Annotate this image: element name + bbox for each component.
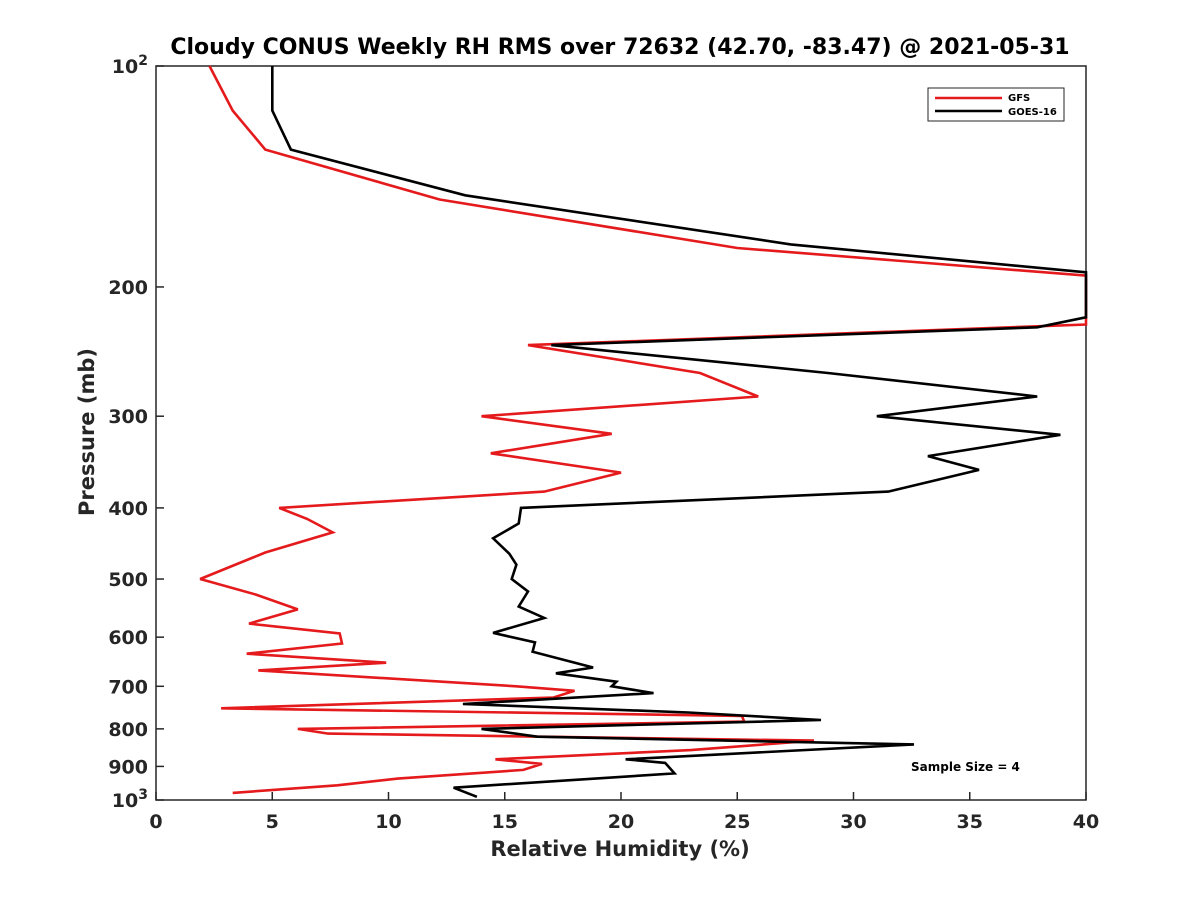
x-axis: 0 5 10 15 20 25 30 35 40 (149, 792, 1099, 833)
y-tick-label: 800 (108, 719, 148, 741)
y-tick-label: 700 (108, 676, 148, 698)
plot-frame (155, 65, 1087, 801)
x-tick-label: 15 (492, 811, 518, 833)
plot-area: 0 5 10 15 20 25 30 35 40 102 200 300 400 500 600 700 80… (108, 53, 1099, 833)
x-tick-label: 35 (957, 811, 983, 833)
y-tick-label: 300 (108, 406, 148, 428)
series-layer (199, 65, 1088, 799)
legend: GFS GOES-16 (927, 87, 1065, 122)
x-axis-label: Relative Humidity (%) (490, 837, 749, 861)
y-tick-label: 200 (108, 277, 148, 299)
y-tick-label: 102 (112, 53, 148, 78)
y-tick-label: 900 (108, 756, 148, 778)
y-tick-label: 103 (112, 787, 148, 812)
y-tick-label: 600 (108, 627, 148, 649)
series-line-gfs (199, 65, 1088, 795)
legend-box (927, 87, 1065, 122)
y-axis-label: Pressure (mb) (75, 348, 99, 516)
x-tick-label: 25 (724, 811, 750, 833)
x-tick-label: 5 (266, 811, 279, 833)
legend-label-gfs: GFS (1008, 93, 1030, 104)
x-tick-label: 20 (608, 811, 634, 833)
y-tick-label: 500 (108, 569, 148, 591)
legend-label-goes-16: GOES-16 (1008, 107, 1057, 118)
x-tick-label: 10 (375, 811, 401, 833)
chart-title: Cloudy CONUS Weekly RH RMS over 72632 (4… (170, 35, 1069, 60)
y-tick-label: 400 (108, 498, 148, 520)
y-axis: 102 200 300 400 500 600 700 800 900 103 (108, 53, 164, 812)
series-line-goes-16 (270, 66, 1088, 799)
x-tick-label: 0 (149, 811, 162, 833)
x-tick-label: 30 (840, 811, 866, 833)
sample-size-annotation: Sample Size = 4 (911, 760, 1020, 774)
x-tick-label: 40 (1073, 811, 1099, 833)
